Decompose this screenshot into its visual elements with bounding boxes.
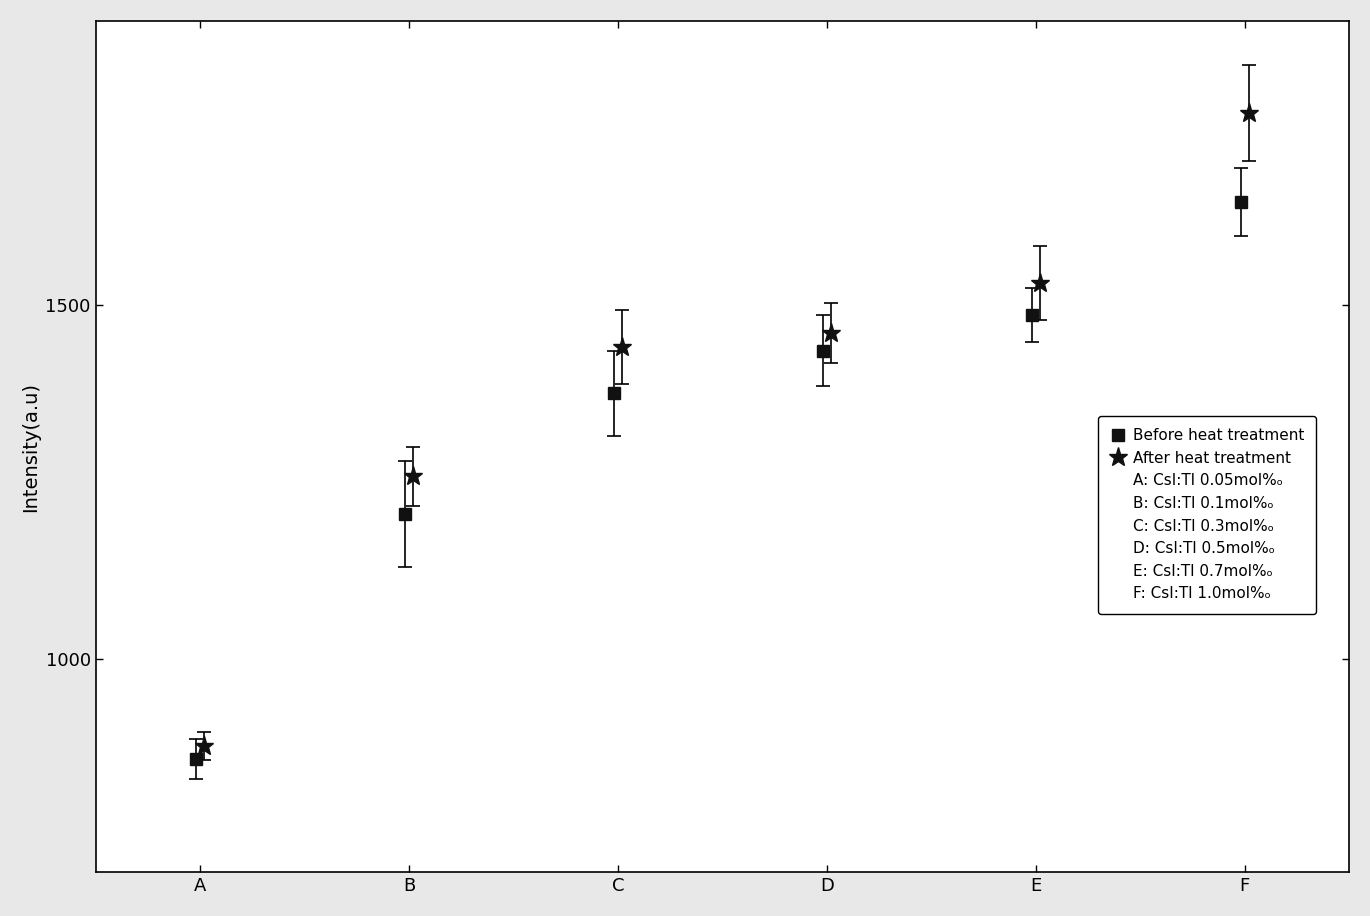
Legend: Before heat treatment, After heat treatment, A: CsI:Tl 0.05mol%ₒ, B: CsI:Tl 0.1m: Before heat treatment, After heat treatm… bbox=[1097, 416, 1317, 614]
Y-axis label: Intensity(a.u): Intensity(a.u) bbox=[21, 382, 40, 511]
